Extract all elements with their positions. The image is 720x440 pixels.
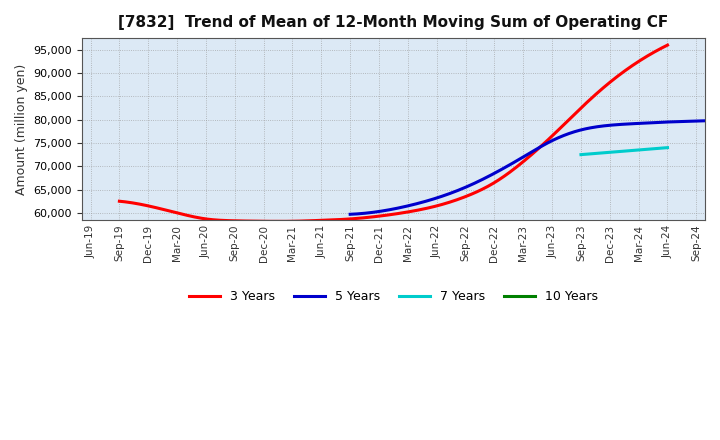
Legend: 3 Years, 5 Years, 7 Years, 10 Years: 3 Years, 5 Years, 7 Years, 10 Years <box>184 285 603 308</box>
Title: [7832]  Trend of Mean of 12-Month Moving Sum of Operating CF: [7832] Trend of Mean of 12-Month Moving … <box>118 15 669 30</box>
Y-axis label: Amount (million yen): Amount (million yen) <box>15 63 28 194</box>
